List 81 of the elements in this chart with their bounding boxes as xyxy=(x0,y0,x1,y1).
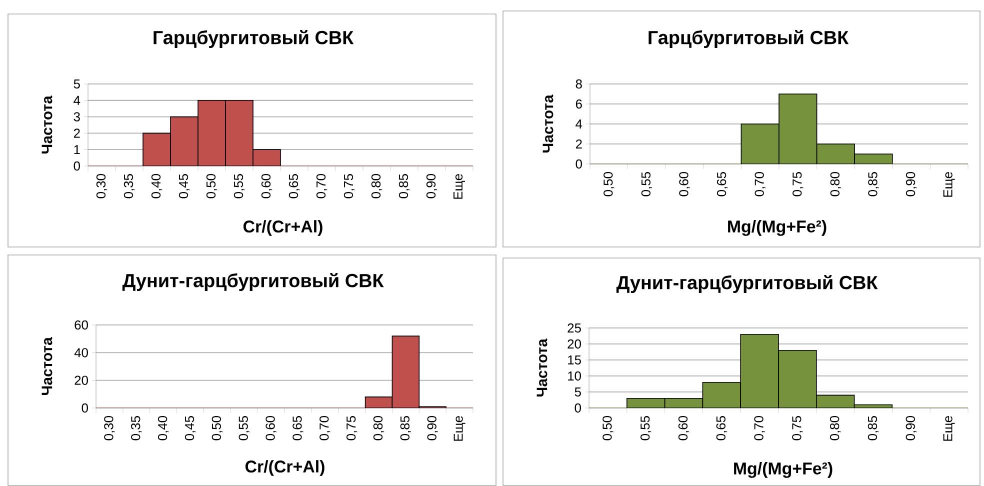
x-tick-label: 0,45 xyxy=(178,174,190,198)
x-tick-label: 0,85 xyxy=(868,172,879,196)
y-tick-label: 3 xyxy=(74,112,80,122)
x-tick-label: Еще xyxy=(943,416,955,441)
x-tick-label: 0,45 xyxy=(184,416,196,440)
chart-title: Гарцбургитовый СВК xyxy=(154,30,354,48)
y-tick-label: 2 xyxy=(74,128,80,138)
y-tick-label: 2 xyxy=(576,139,582,149)
y-tick-label: 6 xyxy=(576,99,582,109)
y-tick-label: 10 xyxy=(568,371,581,381)
y-tick-label: 0 xyxy=(574,403,581,413)
x-tick-label: 0,70 xyxy=(754,172,766,196)
y-tick-label: 60 xyxy=(74,320,88,330)
x-tick-label: 0,35 xyxy=(131,416,142,440)
y-tick-label: 0 xyxy=(82,403,88,413)
x-tick-label: 0,70 xyxy=(316,174,328,198)
x-tick-label: 0,60 xyxy=(261,174,272,198)
x-axis-title: Mg/(Mg+Fe²) xyxy=(734,462,832,478)
x-tick-label: Еще xyxy=(454,416,466,441)
y-tick-label: 40 xyxy=(74,348,88,358)
x-tick-label: 0,55 xyxy=(234,174,245,198)
x-tick-label: 0,50 xyxy=(602,416,614,440)
x-tick-label: 0,70 xyxy=(320,416,330,440)
y-tick-label: 25 xyxy=(568,323,581,333)
x-tick-label: 0,85 xyxy=(398,174,410,198)
y-tick-label: 5 xyxy=(74,79,80,89)
x-tick-label: 0,75 xyxy=(346,416,358,440)
y-axis-title: Частота xyxy=(542,94,554,153)
y-tick-label: 20 xyxy=(74,376,88,385)
x-tick-label: Еще xyxy=(454,174,465,199)
x-tick-label: 0,55 xyxy=(238,416,250,440)
x-tick-label: 0,50 xyxy=(212,416,223,440)
x-tick-label: 0,60 xyxy=(266,416,276,440)
x-axis-title: Mg/(Mg+Fe²) xyxy=(728,220,826,236)
x-axis-title: Cr/(Cr+Al) xyxy=(243,220,322,236)
y-tick-label: 4 xyxy=(74,96,80,105)
x-tick-label: 0,55 xyxy=(641,172,652,196)
x-tick-label: 0,50 xyxy=(206,174,218,198)
x-tick-label: 0,30 xyxy=(96,174,108,198)
chart-title: Гарцбургитовый СВК xyxy=(648,30,849,48)
x-tick-label: 0,30 xyxy=(104,416,115,440)
y-axis-title: Частота xyxy=(42,337,52,396)
x-tick-label: 0,90 xyxy=(906,172,917,196)
x-tick-label: 0,40 xyxy=(158,416,169,440)
x-tick-label: 0,80 xyxy=(371,174,382,198)
x-tick-label: 0,75 xyxy=(792,172,804,196)
x-tick-label: 0,80 xyxy=(830,416,841,440)
x-tick-label: 0,80 xyxy=(373,416,384,440)
chart-title: Дунит-гарцбургитовый СВК xyxy=(122,273,384,292)
x-tick-label: 0,85 xyxy=(400,416,412,440)
chart-title: Дунит-гарцбургитовый СВК xyxy=(616,275,878,294)
y-axis-title: Частота xyxy=(42,96,52,154)
x-tick-label: 0,85 xyxy=(868,416,879,440)
x-tick-label: 0,90 xyxy=(426,174,438,198)
y-axis-title: Частота xyxy=(536,338,548,397)
x-tick-label: 0,65 xyxy=(288,174,300,198)
y-tick-label: 0 xyxy=(74,161,80,171)
y-tick-label: 0 xyxy=(576,159,582,169)
x-tick-label: 0,90 xyxy=(427,416,438,440)
x-tick-label: 0,65 xyxy=(292,416,304,440)
x-tick-label: 0,65 xyxy=(716,172,728,196)
x-tick-label: 0,40 xyxy=(151,174,162,198)
y-tick-label: 8 xyxy=(576,79,582,89)
x-axis-title: Cr/(Cr+Al) xyxy=(245,460,324,476)
x-tick-label: 0,75 xyxy=(792,416,803,440)
x-tick-label: 0,55 xyxy=(640,416,652,440)
y-tick-label: 1 xyxy=(74,145,80,154)
x-tick-label: 0,90 xyxy=(906,416,917,440)
x-tick-label: 0,65 xyxy=(716,416,728,440)
x-tick-label: 0,60 xyxy=(678,416,690,440)
x-tick-label: 0,35 xyxy=(124,174,135,198)
x-tick-label: 0,70 xyxy=(754,416,765,440)
y-tick-label: 4 xyxy=(576,120,582,128)
y-tick-label: 5 xyxy=(574,387,581,396)
x-tick-label: 0,50 xyxy=(604,172,614,196)
x-tick-label: 0,60 xyxy=(679,172,690,196)
y-tick-label: 15 xyxy=(568,355,581,365)
y-tick-label: 20 xyxy=(568,339,581,349)
x-tick-label: Еще xyxy=(943,172,955,197)
x-tick-label: 0,75 xyxy=(344,174,355,198)
x-tick-label: 0,80 xyxy=(830,172,842,196)
